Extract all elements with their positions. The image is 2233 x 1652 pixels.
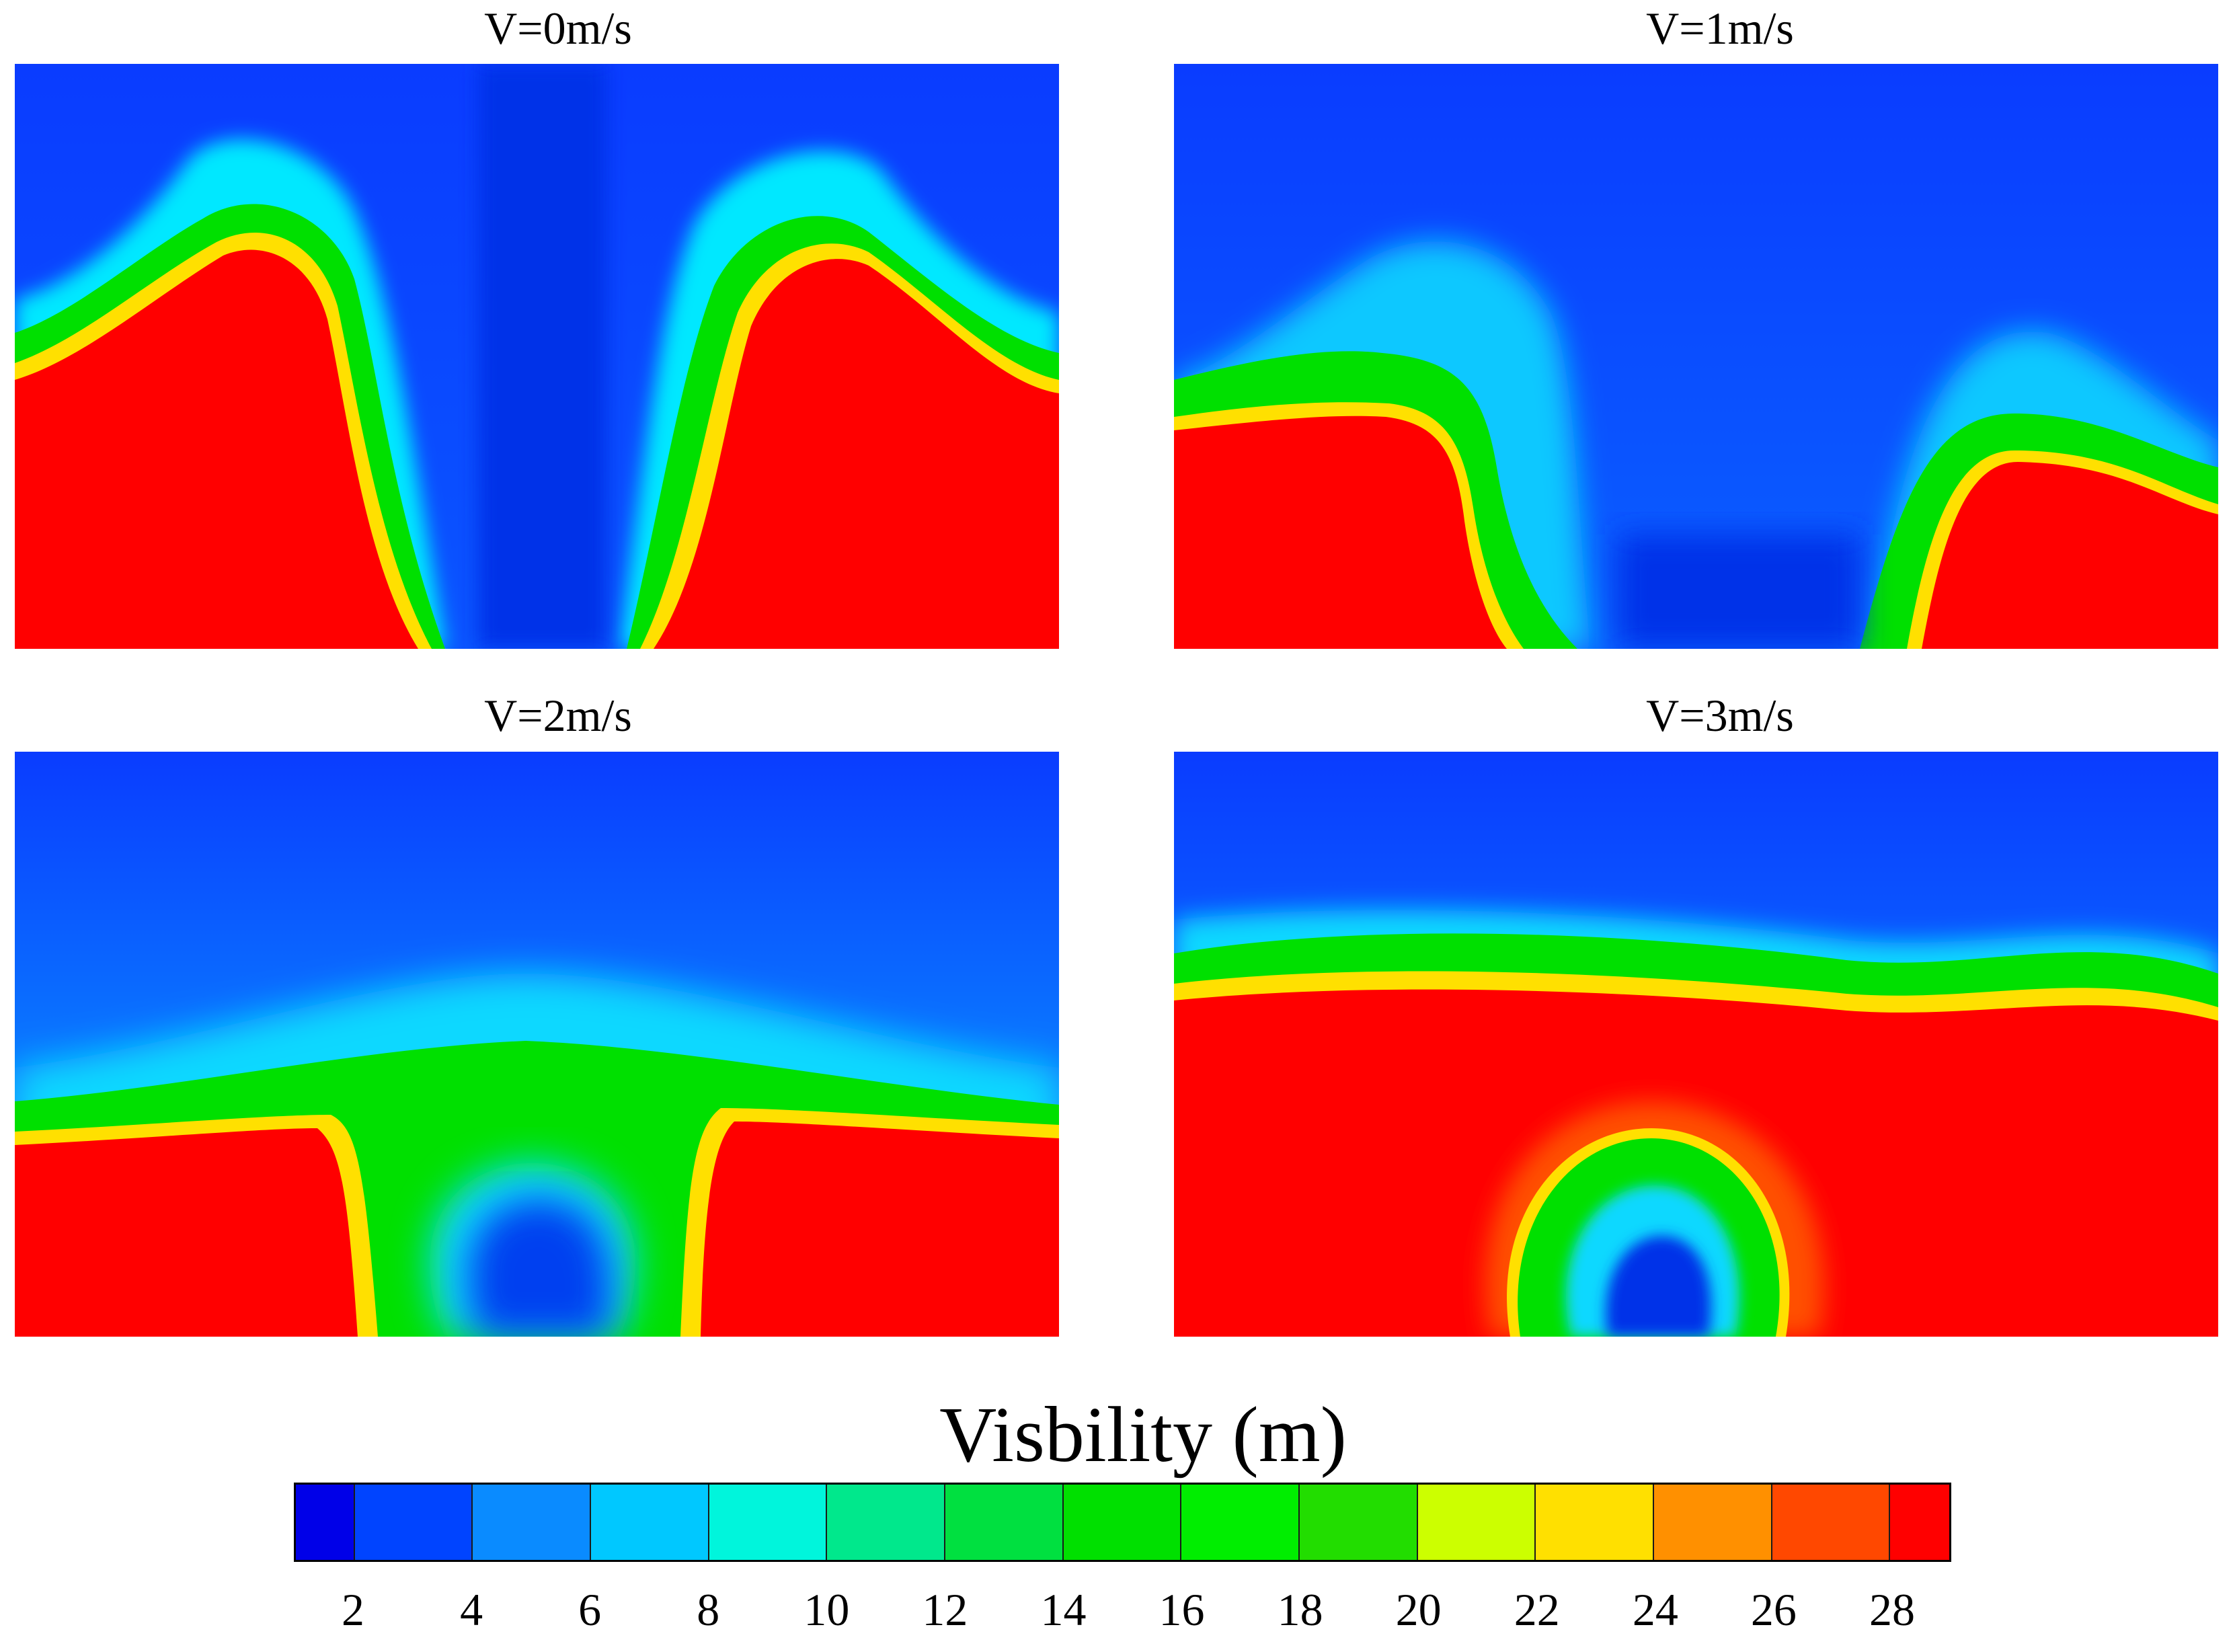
color-legend-bar <box>294 1483 1951 1562</box>
right-plume <box>620 151 1059 649</box>
legend-swatch <box>1536 1485 1654 1560</box>
legend-swatch <box>1890 1485 1949 1560</box>
panel-title-v1: V=1m/s <box>1646 3 1794 54</box>
contour-panel-v1 <box>1174 64 2218 649</box>
legend-tick-label: 10 <box>804 1584 850 1635</box>
legend-tick-label: 18 <box>1277 1584 1323 1635</box>
contour-plot-v1 <box>1174 64 2218 649</box>
legend-tick-label: 8 <box>697 1584 720 1635</box>
legend-swatch <box>473 1485 592 1560</box>
legend-swatch <box>945 1485 1064 1560</box>
legend-tick-label: 24 <box>1632 1584 1678 1635</box>
left-block <box>1174 241 1591 649</box>
contour-panel-v2 <box>15 752 1059 1337</box>
legend-tick-label: 14 <box>1040 1584 1087 1635</box>
lower-layer-with-arch <box>15 974 1059 1337</box>
legend-swatch <box>1417 1485 1536 1560</box>
legend-swatch <box>827 1485 946 1560</box>
legend-swatch <box>1299 1485 1418 1560</box>
legend-swatch <box>354 1485 473 1560</box>
contour-plot-v2 <box>15 752 1059 1337</box>
contour-panel-v3 <box>1174 752 2218 1337</box>
legend-tick-label: 2 <box>342 1584 365 1635</box>
legend-title: Visbility (m) <box>939 1390 1347 1479</box>
panel-title-v0: V=0m/s <box>484 3 632 54</box>
legend-swatch <box>1772 1485 1891 1560</box>
legend-tick-label: 16 <box>1159 1584 1205 1635</box>
legend-tick-label: 26 <box>1750 1584 1797 1635</box>
legend-tick-label: 20 <box>1395 1584 1442 1635</box>
right-block <box>1860 331 2218 649</box>
legend-swatch <box>296 1485 355 1560</box>
panel-title-v3: V=3m/s <box>1646 690 1794 741</box>
contour-panel-v0 <box>15 64 1059 649</box>
contour-plot-v3 <box>1174 752 2218 1337</box>
contour-plot-v0 <box>15 64 1059 649</box>
legend-tick-label: 22 <box>1514 1584 1560 1635</box>
center-column <box>479 64 606 649</box>
legend-swatch <box>1063 1485 1182 1560</box>
legend-swatch <box>709 1485 828 1560</box>
legend-tick-label: 28 <box>1869 1584 1915 1635</box>
legend-tick-label: 12 <box>922 1584 968 1635</box>
legend-tick-label: 4 <box>460 1584 483 1635</box>
legend-swatch <box>591 1485 709 1560</box>
panel-title-v2: V=2m/s <box>484 690 632 741</box>
left-plume <box>15 139 445 649</box>
legend-swatch <box>1181 1485 1300 1560</box>
lower-layer-with-dome <box>1174 910 2218 1337</box>
legend-swatch <box>1653 1485 1772 1560</box>
legend-tick-label: 6 <box>578 1584 602 1635</box>
